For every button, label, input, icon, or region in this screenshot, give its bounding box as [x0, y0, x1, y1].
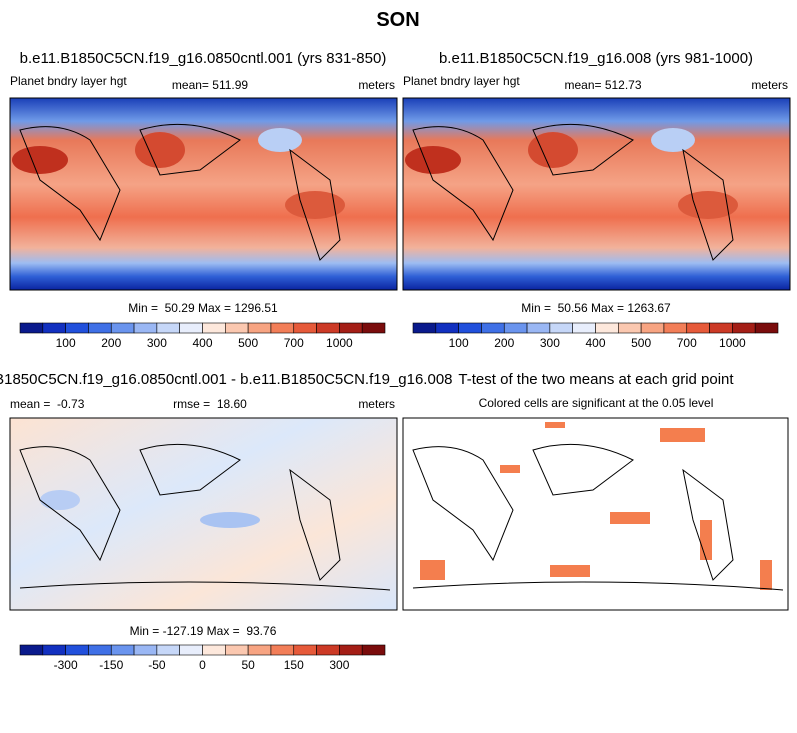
colorbar-label: 400	[192, 336, 212, 350]
map	[402, 97, 791, 291]
units-label: meters	[358, 78, 395, 92]
colorbar-box	[339, 322, 363, 334]
colorbar-label: 300	[147, 336, 167, 350]
panel-title: T-test of the two means at each grid poi…	[458, 371, 734, 388]
colorbar-label: 50	[241, 658, 255, 672]
colorbar-label: 0	[199, 658, 206, 672]
colorbar-box	[65, 644, 89, 656]
colorbar-label: -50	[148, 658, 166, 672]
colorbar-box	[179, 644, 203, 656]
map	[402, 417, 789, 611]
colorbar-label: 500	[631, 336, 651, 350]
colorbar-box	[481, 322, 505, 334]
colorbar-label: 700	[284, 336, 304, 350]
colorbar-box	[156, 322, 180, 334]
colorbar-box	[339, 644, 363, 656]
colorbar-box	[458, 322, 482, 334]
map	[9, 97, 398, 291]
panel-subtitle: Colored cells are significant at the 0.0…	[479, 396, 714, 410]
units-label: meters	[751, 78, 788, 92]
colorbar-box	[42, 322, 66, 334]
variable-label: Planet bndry layer hgt	[403, 74, 520, 88]
colorbar-box	[179, 322, 203, 334]
colorbar-box	[65, 322, 89, 334]
colorbar-box	[110, 644, 135, 656]
panel-title: b.e11.B1850C5CN.f19_g16.008 (yrs 981-100…	[439, 50, 753, 67]
panel-title: b.e11.B1850C5CN.f19_g16.0850cntl.001 - b…	[0, 371, 452, 388]
stats-label: Min = -127.19 Max = 93.76	[130, 624, 277, 638]
colorbar-box	[435, 322, 459, 334]
colorbar-label: 200	[101, 336, 121, 350]
stats-label: Min = 50.29 Max = 1296.51	[128, 301, 278, 315]
colorbar-box	[316, 322, 340, 334]
colorbar-label: -300	[54, 658, 78, 672]
mean-label: mean= 512.73	[564, 78, 641, 92]
colorbar-box	[709, 322, 733, 334]
colorbar-box	[19, 644, 44, 656]
colorbar-box	[225, 322, 249, 334]
variable-label: Planet bndry layer hgt	[10, 74, 127, 88]
colorbar-label: -150	[99, 658, 123, 672]
mean-label: mean = -0.73	[10, 397, 85, 411]
colorbar-box	[88, 644, 112, 656]
colorbar-label: 200	[494, 336, 514, 350]
colorbar-box	[526, 322, 551, 334]
units-label: meters	[358, 397, 395, 411]
colorbar-box	[732, 322, 756, 334]
colorbar-box	[686, 322, 710, 334]
colorbar-label: 300	[540, 336, 560, 350]
colorbar-box	[640, 322, 665, 334]
figure-title: SON	[376, 9, 419, 31]
colorbar-box	[42, 644, 66, 656]
colorbar-label: 700	[677, 336, 697, 350]
colorbar-box	[270, 322, 295, 334]
colorbar-box	[202, 644, 226, 656]
colorbar-box	[412, 322, 437, 334]
colorbar-label: 1000	[719, 336, 746, 350]
colorbar-box	[549, 322, 573, 334]
colorbar-label: 500	[238, 336, 258, 350]
rmse-label: rmse = 18.60	[173, 397, 247, 411]
colorbar-box	[19, 322, 44, 334]
colorbar-box	[110, 322, 135, 334]
colorbar-box	[361, 644, 386, 656]
panel-title: b.e11.B1850C5CN.f19_g16.0850cntl.001 (yr…	[20, 50, 387, 67]
colorbar-box	[156, 644, 180, 656]
colorbar-box	[270, 644, 295, 656]
colorbar-box	[133, 644, 158, 656]
colorbar-box	[754, 322, 779, 334]
mean-label: mean= 511.99	[172, 78, 248, 92]
colorbar-box	[88, 322, 112, 334]
colorbar-box	[247, 644, 272, 656]
colorbar-box	[133, 322, 158, 334]
colorbar-label: 400	[585, 336, 605, 350]
colorbar-box	[316, 644, 340, 656]
colorbar-box	[361, 322, 386, 334]
colorbar-box	[293, 322, 317, 334]
colorbar-label: 100	[56, 336, 76, 350]
colorbar-box	[202, 322, 226, 334]
colorbar-box	[595, 322, 619, 334]
map	[9, 417, 398, 611]
colorbar-label: 1000	[326, 336, 353, 350]
colorbar-box	[503, 322, 528, 334]
stats-label: Min = 50.56 Max = 1263.67	[521, 301, 671, 315]
colorbar-box	[663, 322, 688, 334]
colorbar-label: 100	[449, 336, 469, 350]
colorbar-label: 150	[284, 658, 304, 672]
colorbar-box	[618, 322, 642, 334]
colorbar-box	[225, 644, 249, 656]
colorbar-box	[293, 644, 317, 656]
colorbar-box	[247, 322, 272, 334]
colorbar-label: 300	[329, 658, 349, 672]
colorbar-box	[572, 322, 596, 334]
